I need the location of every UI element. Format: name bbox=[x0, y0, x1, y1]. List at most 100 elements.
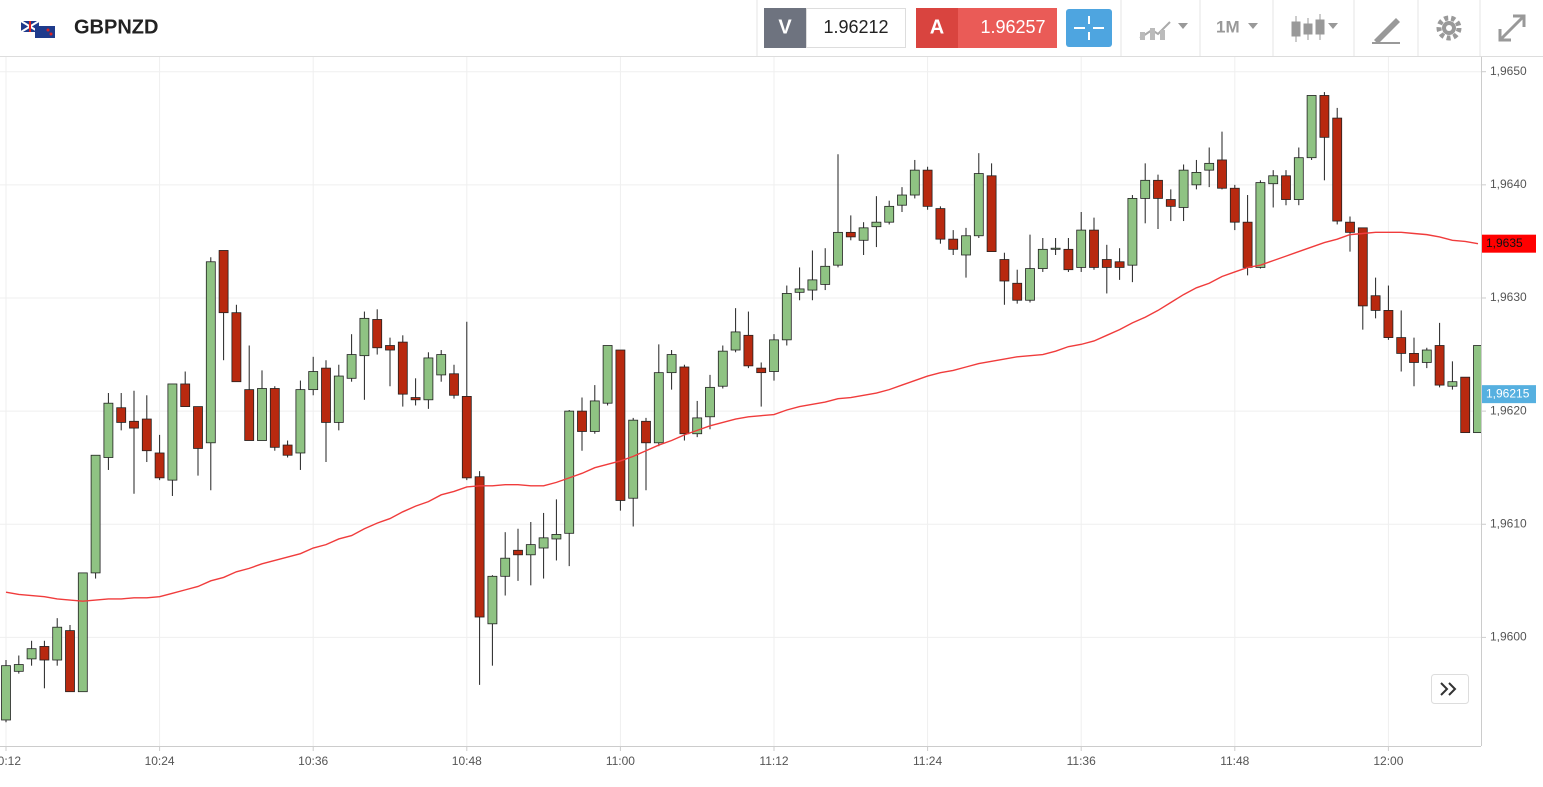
candle-body bbox=[26, 648, 37, 660]
fullscreen-button[interactable] bbox=[1498, 14, 1526, 42]
candle-body bbox=[935, 208, 946, 240]
timeframe-button[interactable]: 1M bbox=[1216, 17, 1258, 36]
candle-body bbox=[1191, 171, 1202, 186]
candle-body bbox=[1332, 117, 1343, 222]
candle-body bbox=[922, 169, 933, 207]
candle-body bbox=[474, 476, 485, 618]
y-tick-label: 1,9600 bbox=[1490, 630, 1527, 644]
candle-body bbox=[986, 175, 997, 252]
y-tick-label: 1,9640 bbox=[1490, 177, 1527, 191]
y-tick-label: 1,9610 bbox=[1490, 516, 1527, 530]
candle-body bbox=[1370, 295, 1381, 311]
candle-body bbox=[1421, 349, 1432, 363]
x-tick-label: 11:48 bbox=[1220, 754, 1249, 768]
candle-body bbox=[615, 349, 626, 501]
candle-body bbox=[794, 288, 805, 293]
candle-body bbox=[436, 354, 447, 376]
candle-body bbox=[1383, 310, 1394, 338]
candle-body bbox=[858, 227, 869, 241]
candle-body bbox=[205, 261, 216, 444]
candle-body bbox=[1319, 95, 1330, 138]
candle-body bbox=[180, 383, 191, 407]
candle-body bbox=[897, 194, 907, 206]
candle-body bbox=[1114, 261, 1125, 268]
candle-body bbox=[1255, 182, 1266, 268]
candle-body bbox=[807, 279, 818, 291]
candle-body bbox=[1229, 187, 1240, 223]
candle-body bbox=[269, 388, 280, 448]
draw-button[interactable] bbox=[1372, 18, 1400, 44]
x-tick-label: 10:48 bbox=[452, 754, 482, 768]
candle-body bbox=[321, 367, 331, 423]
buy-label: A bbox=[930, 16, 944, 38]
candle-body bbox=[845, 231, 856, 238]
candle-body bbox=[39, 646, 50, 661]
candle-body bbox=[781, 293, 792, 341]
price-tag bbox=[1482, 385, 1536, 404]
candle-body bbox=[871, 221, 882, 228]
candle-body bbox=[500, 557, 511, 577]
buy-price: 1.96257 bbox=[980, 17, 1045, 37]
candle-body bbox=[1127, 198, 1138, 266]
candle-body bbox=[551, 534, 562, 540]
settings-button[interactable] bbox=[1436, 15, 1462, 41]
candle-body bbox=[538, 537, 549, 549]
candle-body bbox=[628, 419, 639, 499]
candle-body bbox=[1050, 247, 1061, 250]
candle-body bbox=[116, 407, 127, 423]
candle-type-button[interactable] bbox=[1291, 14, 1338, 42]
sell-price-box[interactable] bbox=[806, 8, 906, 48]
candle-body bbox=[1473, 345, 1481, 434]
candle-body bbox=[577, 410, 587, 432]
candle-body bbox=[1306, 95, 1317, 159]
price-tag bbox=[1482, 234, 1536, 253]
scroll-button[interactable] bbox=[1431, 674, 1469, 704]
candle-body bbox=[1268, 175, 1279, 185]
candle-body bbox=[52, 626, 63, 661]
candle-body bbox=[385, 345, 395, 351]
candle-body bbox=[692, 417, 703, 435]
candle-body bbox=[1345, 221, 1355, 233]
candle-body bbox=[397, 341, 408, 395]
candle-body bbox=[167, 383, 178, 481]
crosshair-button[interactable] bbox=[1066, 9, 1112, 47]
candle-body bbox=[948, 238, 959, 250]
candle-body bbox=[1242, 221, 1253, 268]
candle-body bbox=[231, 312, 242, 383]
x-tick-label: 10:12 bbox=[0, 754, 21, 768]
price-tag-label: 1,9635 bbox=[1486, 236, 1523, 250]
candle-body bbox=[193, 406, 203, 449]
x-tick-label: 11:36 bbox=[1067, 754, 1096, 768]
candle-body bbox=[1447, 381, 1458, 387]
candle-body bbox=[1012, 282, 1023, 301]
candle-body bbox=[410, 397, 421, 401]
candle-body bbox=[730, 331, 741, 351]
candle-body bbox=[1140, 179, 1151, 199]
candle-body bbox=[218, 250, 229, 314]
candle-body bbox=[756, 367, 767, 374]
candle-body bbox=[372, 319, 383, 349]
buy-price-box[interactable] bbox=[958, 8, 1057, 48]
candle-body bbox=[1063, 248, 1074, 271]
candle-body bbox=[1396, 337, 1407, 354]
buy-button[interactable] bbox=[916, 8, 958, 48]
candle-body bbox=[308, 371, 319, 391]
candle-body bbox=[1281, 175, 1291, 200]
chart-type-button[interactable] bbox=[1139, 21, 1188, 40]
candle-body bbox=[295, 389, 306, 454]
axes: 1,9600 1,9610 1,9620 1,9630 1,9640 1,9650 10:1… bbox=[0, 64, 1536, 768]
crosshair-icon bbox=[1074, 16, 1104, 40]
candle-body bbox=[743, 334, 754, 367]
sell-button[interactable] bbox=[764, 8, 806, 48]
sell-label: V bbox=[778, 16, 792, 38]
candle-body bbox=[1037, 248, 1048, 269]
candle-body bbox=[103, 402, 114, 458]
x-tick-label: 10:24 bbox=[145, 754, 175, 768]
candle-body bbox=[1089, 229, 1099, 268]
candle-body bbox=[589, 400, 600, 432]
candle-body bbox=[1153, 179, 1163, 199]
candle-body bbox=[1357, 227, 1368, 307]
candle-body bbox=[244, 389, 255, 441]
candle-body bbox=[154, 452, 165, 479]
